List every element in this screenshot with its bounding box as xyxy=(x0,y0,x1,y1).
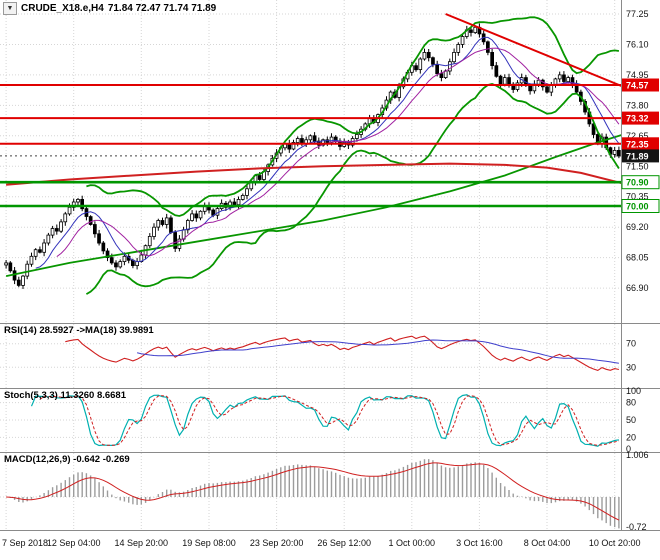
rsi-indicator-label: RSI(14) 28.5927 ->MA(18) 39.9891 xyxy=(4,325,154,336)
price-badges-layer: 74.57 73.32 72.35 71.89 70.90 70.00 xyxy=(621,78,660,213)
rsi-panel xyxy=(65,335,620,372)
svg-text:80: 80 xyxy=(626,398,636,408)
svg-text:70: 70 xyxy=(626,339,636,349)
svg-text:69.20: 69.20 xyxy=(626,222,649,232)
svg-text:1.006: 1.006 xyxy=(626,450,649,460)
macd-indicator-label: MACD(12,26,9) -0.642 -0.269 xyxy=(4,454,130,465)
stochastic-panel xyxy=(30,394,620,447)
svg-text:8 Oct 04:00: 8 Oct 04:00 xyxy=(524,538,571,548)
symbol-dropdown-icon[interactable]: ▼ xyxy=(3,2,17,15)
svg-text:70.35: 70.35 xyxy=(626,192,649,202)
price-badge-73.32: 73.32 xyxy=(622,111,659,125)
svg-text:1 Oct 00:00: 1 Oct 00:00 xyxy=(389,538,436,548)
rsi-ma-line xyxy=(136,339,619,364)
price-badge-72.35: 72.35 xyxy=(622,137,659,151)
panel-separators xyxy=(0,0,660,531)
svg-text:50: 50 xyxy=(626,415,636,425)
svg-text:-0.72: -0.72 xyxy=(626,522,647,532)
price-badge-70.90: 70.90 xyxy=(621,175,660,190)
bollinger-upper-band xyxy=(86,16,620,217)
svg-text:0: 0 xyxy=(626,444,631,454)
svg-text:71.89: 71.89 xyxy=(626,151,649,161)
macd-signal-line xyxy=(6,462,620,521)
rsi-line xyxy=(65,335,620,372)
svg-text:70.90: 70.90 xyxy=(626,178,649,188)
svg-text:3 Oct 16:00: 3 Oct 16:00 xyxy=(456,538,503,548)
svg-text:76.10: 76.10 xyxy=(626,40,649,50)
svg-text:68.05: 68.05 xyxy=(626,253,649,263)
svg-text:7 Sep 2018: 7 Sep 2018 xyxy=(2,538,48,548)
macd-panel xyxy=(6,459,620,529)
slow-ma-red-line xyxy=(6,162,621,186)
mid-ma-purple-line xyxy=(56,47,620,258)
descending-trendline[interactable] xyxy=(445,13,660,104)
svg-text:72.65: 72.65 xyxy=(626,131,649,141)
stoch-d-line xyxy=(39,395,620,446)
svg-text:10 Oct 20:00: 10 Oct 20:00 xyxy=(589,538,641,548)
price-axis: 77.25 76.10 74.95 73.80 72.65 71.50 70.35 69.20… xyxy=(626,9,649,532)
price-badge-71.89: 71.89 xyxy=(622,149,659,163)
svg-text:77.25: 77.25 xyxy=(626,9,649,19)
svg-text:20: 20 xyxy=(626,432,636,442)
chart-ohlc-readout: 71.84 72.47 71.74 71.89 xyxy=(107,3,217,14)
svg-text:74.95: 74.95 xyxy=(626,70,649,80)
svg-text:73.32: 73.32 xyxy=(626,114,649,124)
svg-text:100: 100 xyxy=(626,386,641,396)
stoch-indicator-label: Stoch(5,3,3) 11.3260 8.6681 xyxy=(4,390,126,401)
svg-text:19 Sep 08:00: 19 Sep 08:00 xyxy=(182,538,236,548)
chart-title-bar: ▼ CRUDE_X18.e,H4 71.84 72.47 71.74 71.89 xyxy=(3,2,216,15)
svg-text:23 Sep 20:00: 23 Sep 20:00 xyxy=(250,538,304,548)
chart-symbol-label: CRUDE_X18.e,H4 xyxy=(21,3,104,14)
svg-text:30: 30 xyxy=(626,362,636,372)
price-badge-70.00: 70.00 xyxy=(621,199,660,213)
price-badge-74.57: 74.57 xyxy=(622,78,659,92)
svg-text:71.50: 71.50 xyxy=(626,161,649,171)
svg-text:74.57: 74.57 xyxy=(626,81,649,91)
fast-ma-blue-line xyxy=(35,36,620,269)
svg-text:14 Sep 20:00: 14 Sep 20:00 xyxy=(115,538,169,548)
price-levels-layer xyxy=(0,84,621,208)
svg-text:72.35: 72.35 xyxy=(626,139,649,149)
bollinger-lower-band xyxy=(85,83,620,295)
stoch-k-line xyxy=(30,394,619,447)
svg-text:12 Sep 04:00: 12 Sep 04:00 xyxy=(47,538,101,548)
svg-text:70.00: 70.00 xyxy=(626,202,649,212)
svg-text:73.80: 73.80 xyxy=(626,100,649,110)
svg-text:26 Sep 12:00: 26 Sep 12:00 xyxy=(317,538,371,548)
svg-text:66.90: 66.90 xyxy=(626,283,649,293)
